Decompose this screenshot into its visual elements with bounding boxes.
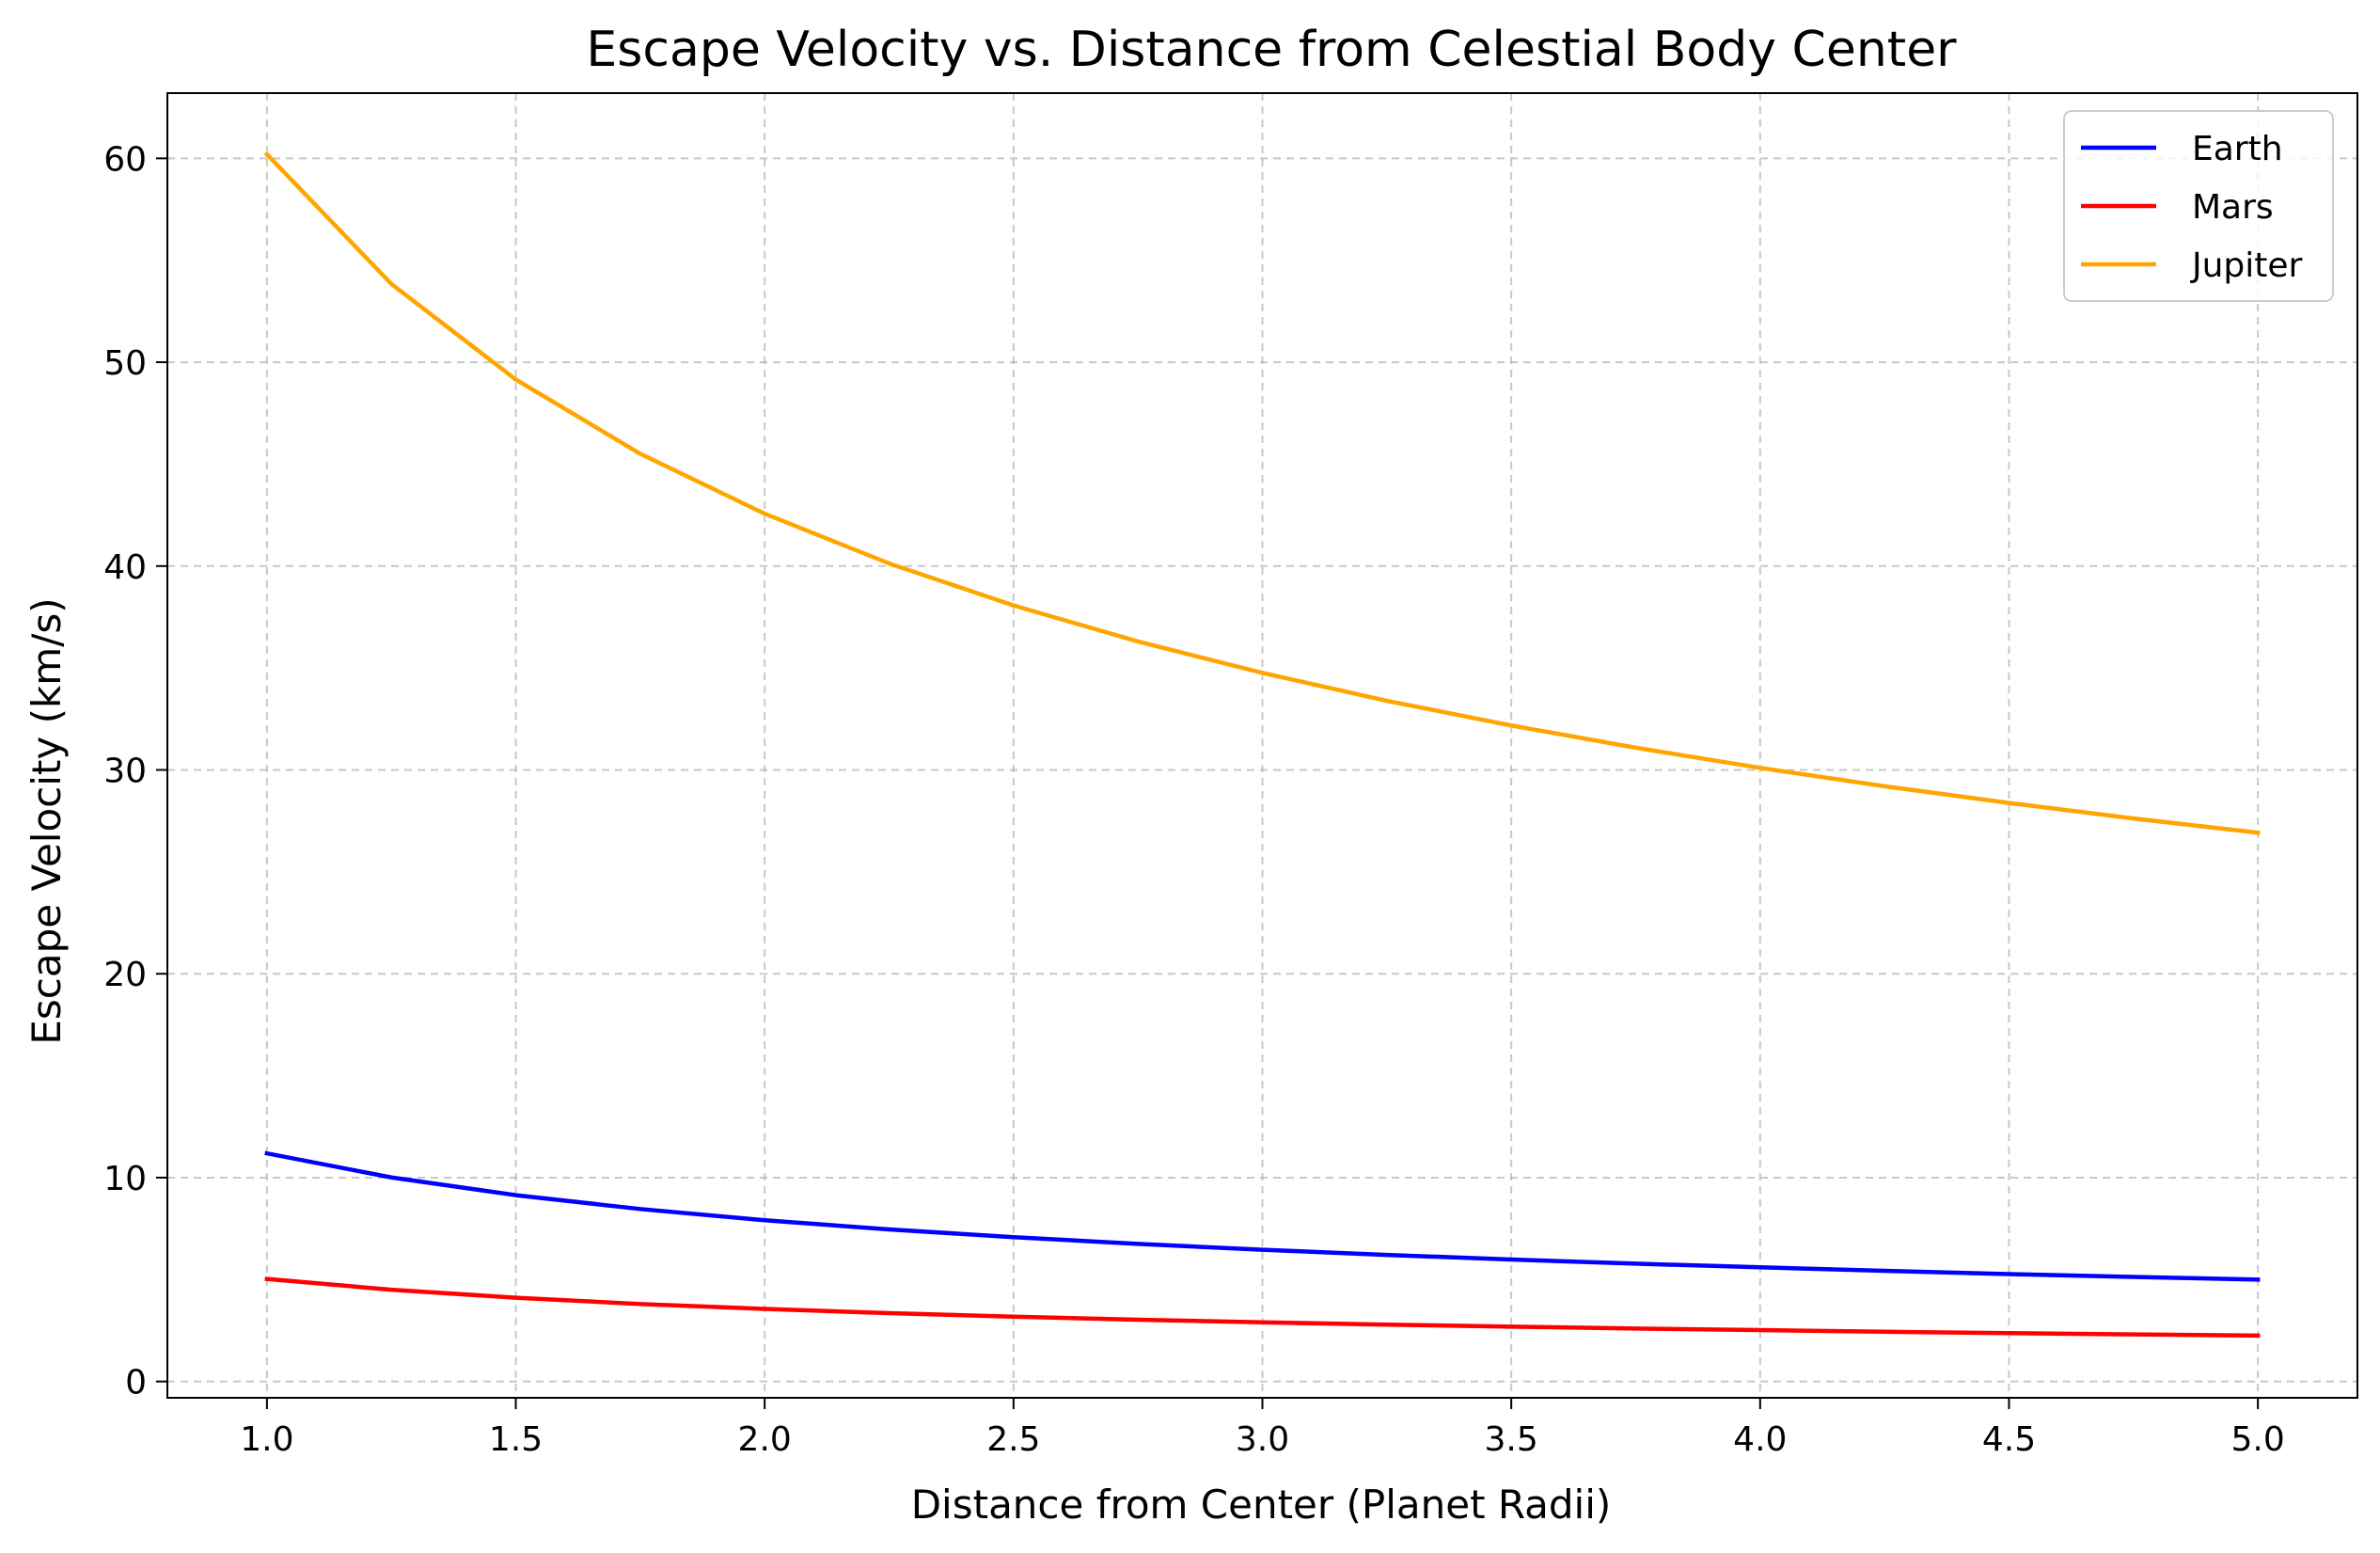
x-tick-label: 1.5 xyxy=(489,1420,543,1459)
legend-box xyxy=(2063,110,2334,302)
x-tick-label: 4.5 xyxy=(1982,1420,2036,1459)
y-tick-label: 40 xyxy=(103,548,147,587)
x-tick-label: 3.5 xyxy=(1485,1420,1538,1459)
series-line-jupiter xyxy=(263,151,2261,835)
legend: Earth Mars Jupiter xyxy=(2063,110,2334,302)
y-axis-label: Escape Velocity (km/s) xyxy=(24,597,70,1044)
y-tick-label: 0 xyxy=(125,1364,147,1402)
grid-lines xyxy=(167,93,2357,1398)
y-tick-label: 30 xyxy=(103,753,147,791)
x-tick-label: 1.0 xyxy=(240,1420,293,1459)
x-tick-label: 2.0 xyxy=(738,1420,792,1459)
legend-label-mars: Mars xyxy=(2192,188,2274,227)
legend-label-jupiter: Jupiter xyxy=(2190,246,2303,285)
chart-title: Escape Velocity vs. Distance from Celest… xyxy=(586,22,1957,78)
x-axis-label: Distance from Center (Planet Radii) xyxy=(911,1482,1612,1528)
y-tick-label: 50 xyxy=(103,344,147,383)
x-tick-label: 5.0 xyxy=(2231,1420,2285,1459)
series-line-earth xyxy=(264,1150,2261,1282)
y-tick-label: 60 xyxy=(103,140,147,179)
x-tick-label: 2.5 xyxy=(986,1420,1040,1459)
y-tick-label: 10 xyxy=(103,1160,147,1198)
axis-ticks: 1.0 1.5 2.0 2.5 3.0 3.5 4.0 4.5 5.0 0 10 20 30 40 50 60 xyxy=(103,140,2285,1459)
legend-label-earth: Earth xyxy=(2192,130,2283,168)
series-line-mars xyxy=(264,1276,2261,1339)
series-lines xyxy=(263,151,2261,1339)
x-tick-label: 3.0 xyxy=(1236,1420,1289,1459)
y-tick-label: 20 xyxy=(103,956,147,994)
x-tick-label: 4.0 xyxy=(1733,1420,1787,1459)
